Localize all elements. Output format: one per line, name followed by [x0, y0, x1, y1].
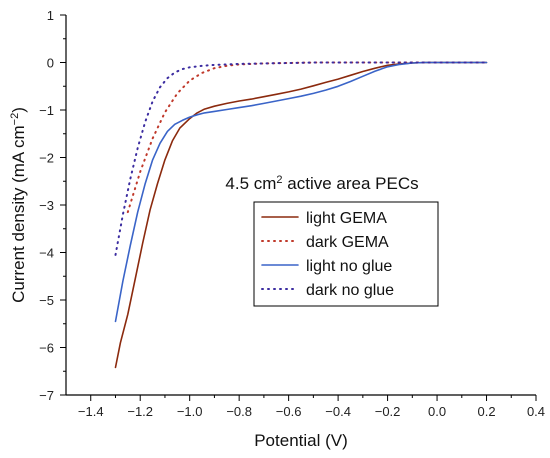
x-tick-label: 0.2 [477, 404, 495, 419]
y-tick-label: 1 [47, 8, 54, 23]
legend-box [253, 201, 439, 307]
y-tick-label: −2 [39, 151, 54, 166]
y-tick-label: −5 [39, 293, 54, 308]
x-tick-label: 0.4 [527, 404, 545, 419]
x-tick-label: −0.2 [375, 404, 401, 419]
y-axis-title: Current density (mA cm−2) [9, 107, 28, 303]
series-line-dark-no-glue [114, 61, 488, 256]
annotation: 4.5 cm2 active area PECs [225, 174, 418, 193]
y-tick-label: −1 [39, 103, 54, 118]
x-tick-label: −1.4 [78, 404, 104, 419]
x-tick-label: −1.0 [177, 404, 203, 419]
x-tick-label: −0.4 [325, 404, 351, 419]
annotation-prefix: 4.5 cm [225, 174, 276, 193]
annotation-sup: 2 [276, 174, 282, 186]
x-tick-label: 0.0 [428, 404, 446, 419]
y-tick-label: −7 [39, 388, 54, 403]
x-axis-title: Potential (V) [254, 431, 348, 450]
legend-label: light no glue [306, 258, 392, 275]
y-tick-label: −3 [39, 198, 54, 213]
y-axis-title-main: Current density (mA cm [9, 125, 28, 303]
y-axis-title-sup: −2 [9, 113, 21, 126]
y-ticks: 1 0 −1 −2 −3 −4 −5 −6 −7 [39, 8, 66, 403]
legend-label: dark GEMA [306, 234, 389, 251]
annotation-suffix: active area PECs [283, 174, 419, 193]
legend-label: dark no glue [306, 282, 394, 299]
y-tick-label: −6 [39, 341, 54, 356]
series-layer [114, 61, 488, 369]
legend: light GEMA dark GEMA light no glue dark no … [253, 201, 439, 307]
series-line-light-no-glue [114, 61, 488, 323]
y-axis-title-tail: ) [9, 107, 28, 113]
legend-label: light GEMA [306, 210, 387, 227]
y-tick-label: 0 [47, 56, 54, 71]
x-tick-label: −0.8 [226, 404, 252, 419]
x-ticks: −1.4 −1.2 −1.0 −0.8 −0.6 −0.4 −0.2 0.0 0.2 0.4 [78, 395, 545, 419]
x-tick-label: −1.2 [127, 404, 153, 419]
x-tick-label: −0.6 [276, 404, 302, 419]
y-tick-label: −4 [39, 246, 54, 261]
